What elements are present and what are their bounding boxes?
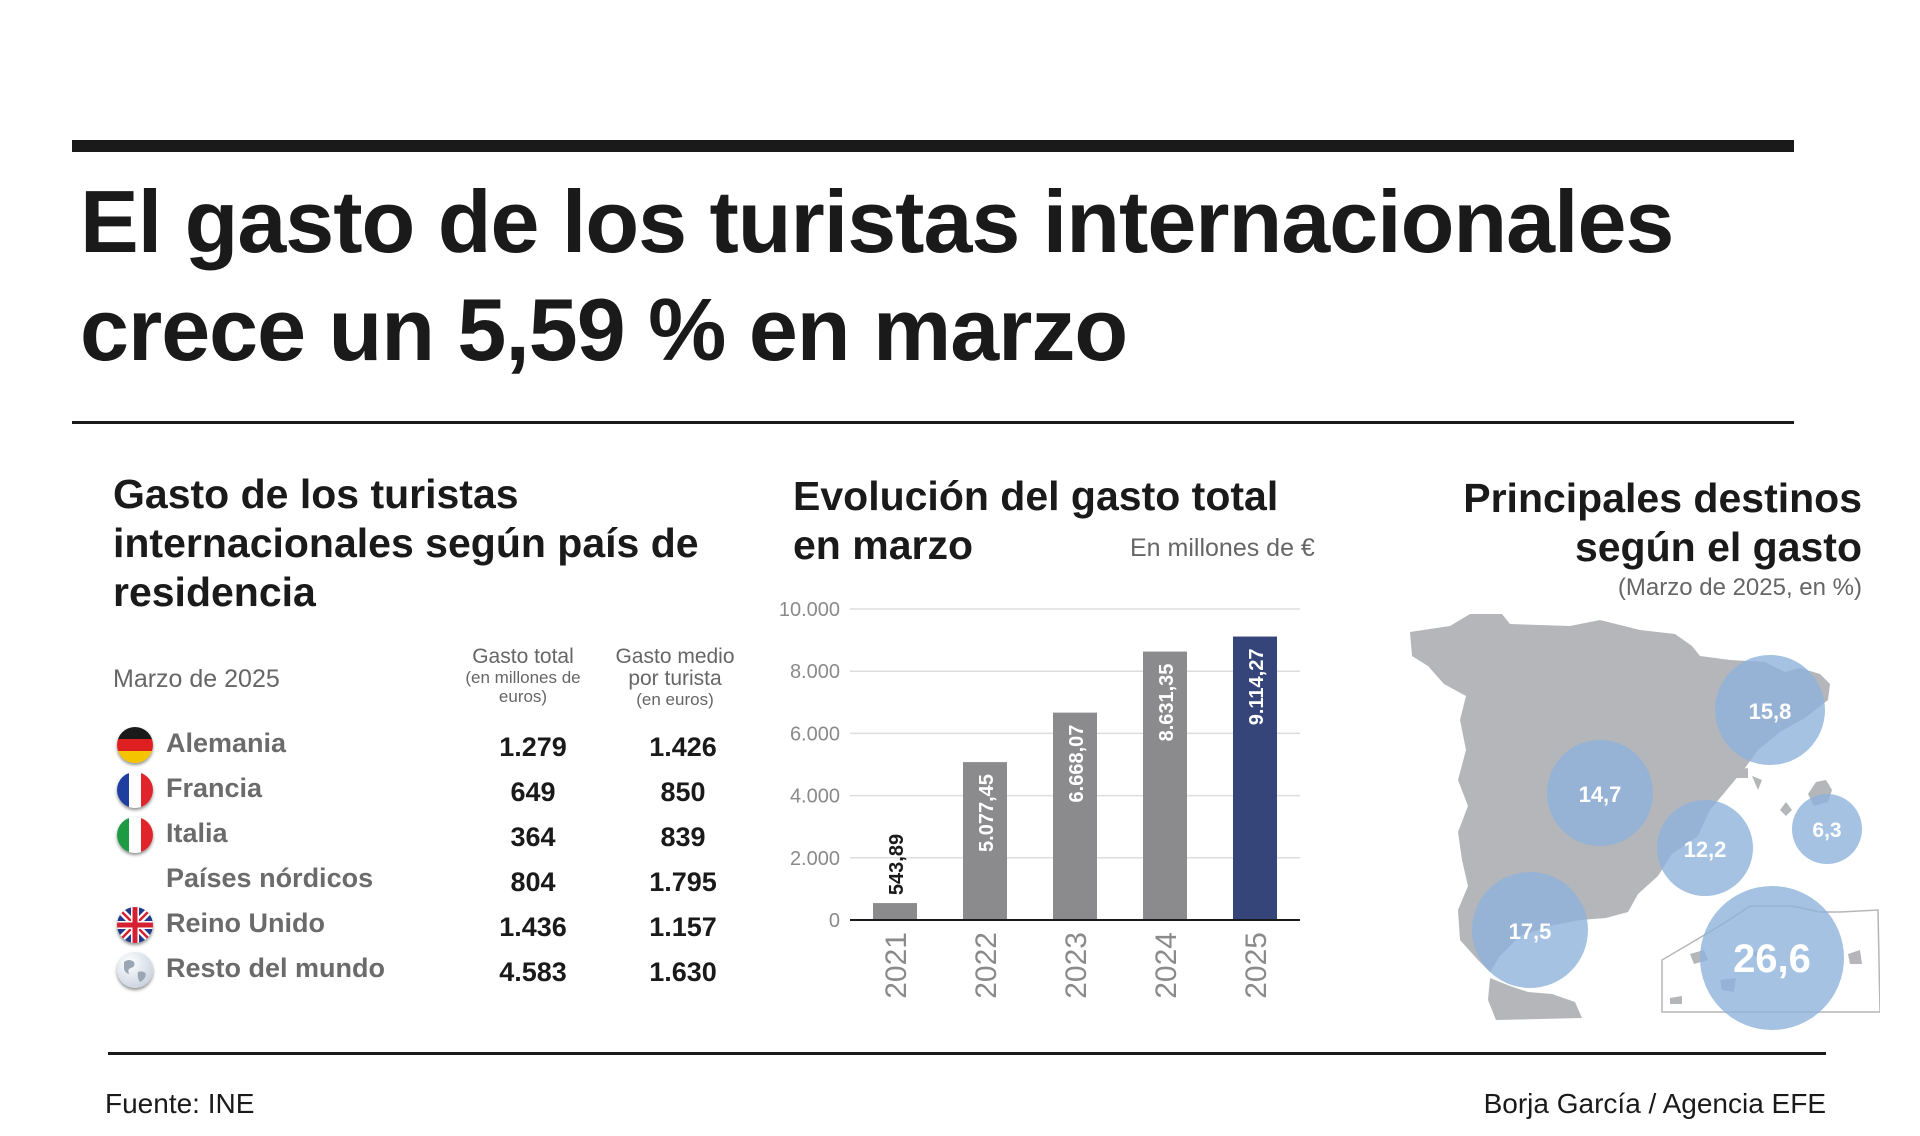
table-row: Resto del mundo 4.583 1.630 (113, 951, 753, 991)
x-tick-label: 2024 (1150, 932, 1183, 999)
bar (1143, 651, 1187, 920)
average-spend-value: 1.426 (649, 732, 717, 762)
x-tick-label: 2022 (970, 932, 1003, 999)
bar-value-label: 9.114,27 (1246, 649, 1268, 726)
country-name: Francia (166, 773, 263, 803)
column-header-avg-sub: (en euros) (636, 690, 714, 709)
y-tick-label: 2.000 (790, 848, 840, 870)
column-header-total: Gasto total (en millones de euros) (458, 645, 588, 707)
map-bubble-1-label: 15,8 (1749, 699, 1792, 724)
total-spend-value: 649 (510, 777, 556, 807)
map-subtitle: (Marzo de 2025, en %) (1617, 574, 1862, 601)
france-flag-icon (117, 772, 153, 808)
bar-value-label: 8.631,35 (1156, 664, 1178, 742)
table-row: Países nórdicos 804 1.795 (113, 861, 753, 901)
credit-note: Borja García / Agencia EFE (1483, 1088, 1826, 1119)
y-tick-label: 4.000 (790, 786, 840, 808)
total-spend-value: 1.279 (499, 732, 567, 762)
country-name: Alemania (166, 728, 287, 758)
x-tick-label: 2025 (1240, 932, 1273, 999)
table-row: Italia 364 839 (113, 816, 753, 856)
y-tick-label: 10.000 (779, 599, 840, 621)
germany-flag-icon (117, 727, 153, 763)
total-spend-value: 804 (510, 867, 556, 897)
map-bubble-4-circle (1792, 794, 1862, 864)
country-name: Países nórdicos (166, 863, 374, 893)
x-tick-label: 2023 (1060, 932, 1093, 999)
country-name: Italia (166, 818, 228, 848)
uk-flag-icon (117, 907, 153, 943)
bar (963, 762, 1007, 920)
globe-icon (117, 952, 153, 988)
map-bubble-3-circle (1657, 800, 1753, 896)
map-bubble-5: 17,5 (1472, 872, 1588, 988)
column-header-total-label: Gasto total (472, 645, 574, 668)
country-name: Reino Unido (166, 908, 325, 938)
map-bubble-1-circle (1715, 655, 1825, 765)
map-bubble-2-circle (1547, 740, 1653, 846)
map-bubble-3-label: 12,2 (1684, 837, 1727, 862)
total-spend-value: 364 (510, 822, 556, 852)
chart-unit-label: En millones de € (1130, 534, 1315, 562)
average-spend-value: 839 (660, 822, 706, 852)
bar-value-label: 543,89 (886, 834, 908, 895)
country-name: Resto del mundo (166, 953, 386, 983)
average-spend-value: 1.795 (649, 867, 717, 897)
bar-value-label: 6.668,07 (1066, 725, 1088, 803)
x-tick-label: 2021 (880, 932, 913, 999)
total-spend-value: 4.583 (499, 957, 567, 987)
map-bubble-2: 14,7 (1547, 740, 1653, 846)
column-header-total-sub: (en millones de euros) (465, 668, 581, 706)
top-rule (72, 140, 1794, 152)
map-title: Principales destinos según el gasto (1463, 475, 1862, 570)
total-spend-value: 1.436 (499, 912, 567, 942)
y-tick-label: 0 (829, 910, 840, 932)
map-bubble-3: 12,2 (1657, 800, 1753, 896)
average-spend-value: 1.630 (649, 957, 717, 987)
italy-flag-icon (117, 817, 153, 853)
map-bubble-5-circle (1472, 872, 1588, 988)
table-period: Marzo de 2025 (113, 665, 280, 693)
y-tick-label: 8.000 (790, 661, 840, 683)
bar-value-label: 5.077,45 (976, 774, 998, 852)
footer-rule (108, 1052, 1826, 1055)
map-bubble-4-label: 6,3 (1812, 819, 1841, 842)
bar (873, 903, 917, 920)
bar (1233, 636, 1277, 920)
table-title: Gasto de los turistas internacionales se… (113, 471, 699, 615)
table-row: Francia 649 850 (113, 771, 753, 811)
bar (1053, 712, 1097, 920)
divider-rule (72, 421, 1794, 424)
bar-chart: 0 2.000 4.000 6.000 8.000 10.000 543,89 2021 5.0… (779, 599, 1300, 999)
table-row: Reino Unido 1.436 1.157 (113, 906, 753, 946)
average-spend-value: 850 (660, 777, 706, 807)
map-bubble-6: 26,6 (1700, 886, 1844, 1030)
map-bubble-5-label: 17,5 (1509, 919, 1552, 944)
average-spend-value: 1.157 (649, 912, 717, 942)
map-bubble-2-label: 14,7 (1579, 782, 1622, 807)
y-tick-label: 6.000 (790, 723, 840, 745)
headline: El gasto de los turistas internacionales… (80, 172, 1674, 379)
table-row: Alemania 1.279 1.426 (113, 726, 753, 766)
map-bubble-6-label: 26,6 (1733, 937, 1811, 981)
source-note: Fuente: INE (105, 1088, 255, 1119)
column-header-avg-label: Gasto medio por turista (615, 645, 735, 690)
spain-map: 15,8 14,7 12,2 6,3 17,5 26,6 (1410, 614, 1880, 1030)
map-bubble-1: 15,8 (1715, 655, 1825, 765)
map-bubble-6-circle (1700, 886, 1844, 1030)
map-bubble-4: 6,3 (1792, 794, 1862, 864)
column-header-avg: Gasto medio por turista (en euros) (600, 645, 750, 710)
chart-title: Evolución del gasto total en marzo (793, 473, 1279, 568)
